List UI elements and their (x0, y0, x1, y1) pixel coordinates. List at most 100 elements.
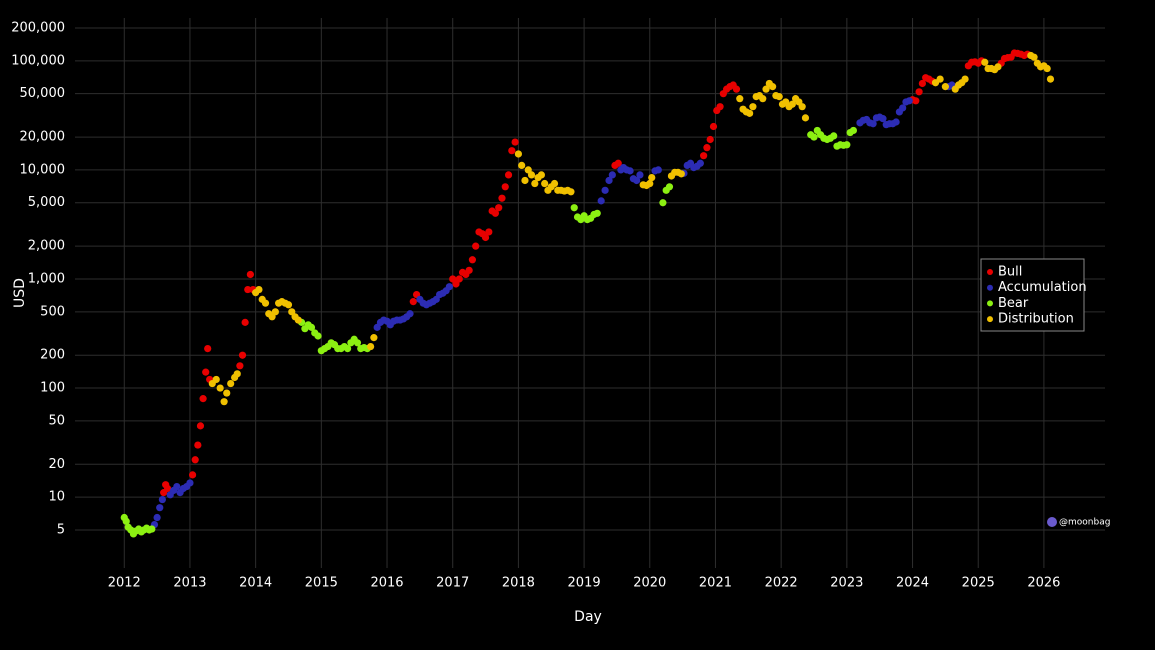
data-point (472, 242, 480, 250)
data-point (843, 141, 851, 149)
x-tick-label: 2023 (830, 576, 863, 591)
data-point (531, 179, 539, 188)
axes: 5 10 20 50 100 200 500 1,000 2,000 5,000 10,000 20,… (11, 20, 1060, 590)
x-tick-label: 2013 (173, 576, 206, 591)
data-point (912, 97, 920, 105)
data-point (284, 301, 293, 309)
y-axis-label: USD (12, 278, 28, 308)
x-tick-label: 2025 (962, 576, 995, 591)
data-point (223, 389, 231, 397)
data-point (186, 479, 194, 487)
grid (75, 18, 1105, 568)
data-point (918, 79, 926, 88)
data-point (164, 484, 172, 493)
data-point (158, 495, 166, 504)
data-point (788, 100, 796, 108)
points (120, 49, 1055, 538)
data-point (271, 308, 279, 316)
data-point (716, 103, 724, 111)
legend-label: Bull (998, 265, 1022, 280)
data-point (601, 186, 609, 194)
data-point (508, 147, 516, 155)
data-point (736, 95, 744, 103)
x-tick-label: 2021 (699, 576, 732, 591)
x-tick-label: 2015 (305, 576, 338, 591)
data-point (202, 368, 210, 376)
y-tick-label: 50,000 (20, 86, 66, 101)
data-point (709, 122, 718, 131)
data-point (261, 299, 270, 307)
data-point (246, 270, 254, 279)
data-point (465, 266, 473, 274)
data-point (936, 75, 944, 83)
data-point (905, 97, 913, 105)
y-tick-label: 10 (48, 490, 65, 505)
y-tick-label: 1,000 (28, 271, 65, 286)
data-point (849, 126, 858, 135)
data-point (445, 283, 454, 291)
data-point (700, 152, 708, 160)
data-point (696, 159, 704, 167)
data-point (227, 379, 235, 388)
data-point (521, 176, 529, 185)
data-point (633, 176, 641, 185)
y-tick-label: 100 (40, 381, 65, 396)
x-tick-label: 2012 (108, 576, 141, 591)
y-tick-label: 100,000 (11, 53, 65, 68)
y-tick-label: 20 (48, 457, 65, 472)
data-point (614, 159, 622, 167)
data-point (241, 318, 249, 326)
data-point (597, 197, 605, 205)
data-point (204, 344, 212, 353)
watermark: @moonbag (1059, 518, 1110, 528)
data-point (541, 179, 549, 188)
x-tick-label: 2018 (502, 576, 535, 591)
data-point (255, 285, 263, 294)
y-tick-label: 500 (40, 304, 65, 319)
data-point (1046, 75, 1055, 83)
y-tick-label: 200,000 (11, 20, 65, 35)
data-point (892, 118, 900, 126)
data-point (501, 183, 509, 191)
data-point (961, 75, 969, 83)
data-point (244, 285, 252, 294)
data-point (514, 150, 522, 158)
data-point (801, 114, 810, 122)
data-point (216, 384, 224, 392)
data-point (236, 362, 244, 370)
data-point (468, 256, 477, 264)
data-point (518, 161, 526, 169)
data-point (220, 398, 228, 406)
data-point (570, 204, 578, 212)
data-point (191, 456, 199, 464)
data-point (646, 179, 654, 188)
data-point (314, 332, 322, 340)
data-point (636, 171, 644, 179)
data-point (307, 323, 316, 331)
data-point (769, 83, 777, 91)
data-point (294, 316, 302, 324)
data-point (981, 58, 989, 66)
data-point (406, 310, 414, 318)
data-point (626, 167, 634, 175)
data-point (370, 334, 378, 342)
x-tick-label: 2024 (896, 576, 929, 591)
data-point (810, 133, 818, 141)
data-point (593, 209, 601, 217)
data-point (511, 138, 519, 146)
data-point (608, 171, 616, 179)
data-point (173, 482, 181, 491)
data-point (194, 441, 202, 449)
data-point (409, 298, 417, 306)
legend-box (980, 258, 1085, 332)
data-point (879, 115, 887, 123)
y-tick-label: 20,000 (20, 130, 66, 145)
data-point (677, 170, 685, 178)
data-point (759, 95, 767, 103)
data-point (148, 525, 156, 533)
data-point (498, 194, 506, 202)
data-point (153, 513, 161, 522)
data-point (485, 228, 493, 236)
